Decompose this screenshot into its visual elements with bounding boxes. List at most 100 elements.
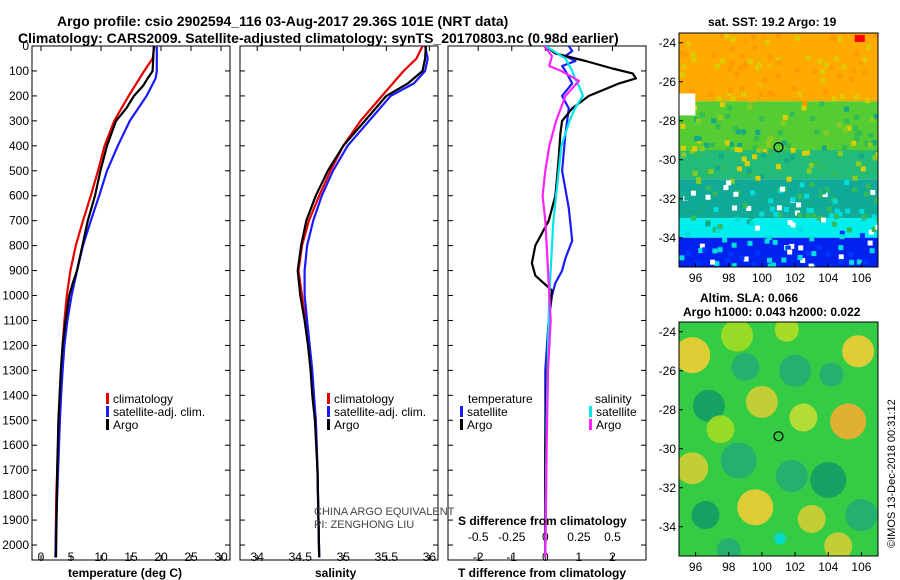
sst-pixel	[799, 182, 805, 188]
sst-pixel	[785, 245, 791, 251]
map-x-tick-label: 102	[785, 560, 805, 574]
sst-pixel	[738, 65, 744, 71]
legend-label-temp-argo: Argo	[467, 418, 493, 432]
sst-pixel	[714, 63, 720, 69]
depth-axis: 0 100 200 300 400 500 600 700 800 900 1000 1100 1200…	[2, 39, 646, 552]
sst-pixel	[821, 145, 827, 151]
sst-pixel	[724, 148, 730, 154]
sst-pixel	[831, 221, 837, 227]
sst-pixel	[711, 64, 717, 70]
sst-pixel	[832, 198, 838, 204]
sst-pixel	[805, 250, 811, 256]
sst-pixel	[851, 140, 857, 146]
sst-pixel	[747, 104, 753, 110]
sst-pixel	[800, 258, 806, 264]
x2-tick-label: 0.5	[604, 530, 621, 544]
sst-pixel	[797, 193, 803, 199]
sst-pixel	[865, 98, 871, 104]
sst-pixel	[729, 60, 735, 66]
sst-pixel	[831, 96, 837, 102]
sst-pixel	[796, 92, 802, 98]
sst-pixel	[696, 136, 702, 142]
sst-pixel	[824, 187, 830, 193]
sst-pixel	[838, 254, 844, 260]
map-y-tick-label: -28	[659, 403, 677, 417]
map-x-tick-label: 100	[752, 271, 772, 285]
sst-pixel	[680, 145, 686, 151]
sst-pixel	[789, 155, 795, 161]
sst-pixel	[816, 215, 822, 221]
legend-title-temperature: temperature	[468, 392, 533, 406]
sst-pixel	[806, 200, 812, 206]
sst-pixel	[752, 180, 758, 186]
sst-pixel	[839, 94, 845, 100]
x-tick-label: 20	[154, 550, 168, 564]
legend-label-satellite: satellite-adj. clim.	[113, 405, 205, 419]
sst-pixel	[693, 74, 699, 80]
sst-pixel	[847, 265, 853, 267]
depth-tick-label: 1700	[2, 463, 29, 477]
sst-pixel	[838, 245, 844, 251]
sst-pixel	[764, 238, 770, 244]
sst-pixel	[775, 164, 781, 170]
sst-pixel	[705, 169, 711, 175]
sst-pixel	[781, 257, 787, 263]
sst-pixel	[680, 123, 686, 129]
sst-pixel	[768, 135, 774, 141]
map-y-tick-label: -24	[659, 325, 677, 339]
sst-pixel	[828, 65, 834, 71]
sst-pixel	[853, 51, 859, 57]
sst-pixel	[859, 153, 865, 159]
sst-pixel	[859, 208, 865, 214]
sst-pixel	[767, 149, 773, 155]
sst-pixel	[729, 178, 735, 184]
sst-pixel	[766, 142, 772, 148]
sst-pixel	[791, 86, 797, 92]
sst-pixel	[715, 37, 721, 43]
sst-pixel	[806, 207, 812, 213]
sst-pixel	[679, 255, 685, 261]
sst-pixel	[839, 234, 845, 240]
legend-label-climatology: climatology	[113, 392, 173, 406]
sst-pixel	[734, 147, 740, 153]
sst-pixel	[735, 129, 741, 135]
sst-pixel	[876, 217, 878, 223]
sst-pixel	[737, 166, 743, 172]
sst-pixel	[809, 116, 815, 122]
sst-pixel	[727, 105, 733, 111]
sst-pixel	[839, 230, 845, 236]
sst-pixel	[763, 195, 769, 201]
sst-pixel	[694, 186, 700, 192]
sla-map	[679, 322, 878, 556]
sst-pixel	[681, 64, 687, 70]
sst-pixel	[844, 118, 850, 124]
sst-pixel	[712, 191, 718, 197]
sst-pixel	[755, 225, 761, 231]
sst-pixel	[863, 191, 869, 197]
sst-pixel	[829, 213, 835, 219]
depth-tick-label: 500	[9, 164, 29, 178]
sla-anomaly	[774, 532, 787, 545]
sst-pixel	[756, 147, 762, 153]
sst-pixel	[699, 112, 705, 118]
sst-pixel	[769, 90, 775, 96]
sla-anomaly	[679, 337, 711, 374]
sst-pixel	[717, 247, 723, 253]
map-y-tick-label: -32	[659, 192, 677, 206]
x2-tick-label: -0.5	[468, 530, 489, 544]
sst-pixel	[683, 52, 689, 58]
sst-pixel	[873, 198, 878, 204]
x2-tick-label: 0.25	[567, 530, 591, 544]
sst-pixel	[787, 220, 793, 226]
sst-pixel	[809, 236, 815, 242]
salinity-panel-frame	[239, 45, 439, 561]
sst-pixel	[802, 33, 808, 39]
sst-pixel	[746, 37, 752, 43]
sst-pixel	[829, 34, 835, 40]
sst-pixel	[808, 77, 814, 83]
sst-pixel	[790, 197, 796, 203]
x2-tick-label: -0.25	[498, 530, 526, 544]
sst-pixel	[683, 209, 689, 215]
legend-swatch-climatology	[106, 393, 109, 404]
sst-pixel	[768, 198, 774, 204]
